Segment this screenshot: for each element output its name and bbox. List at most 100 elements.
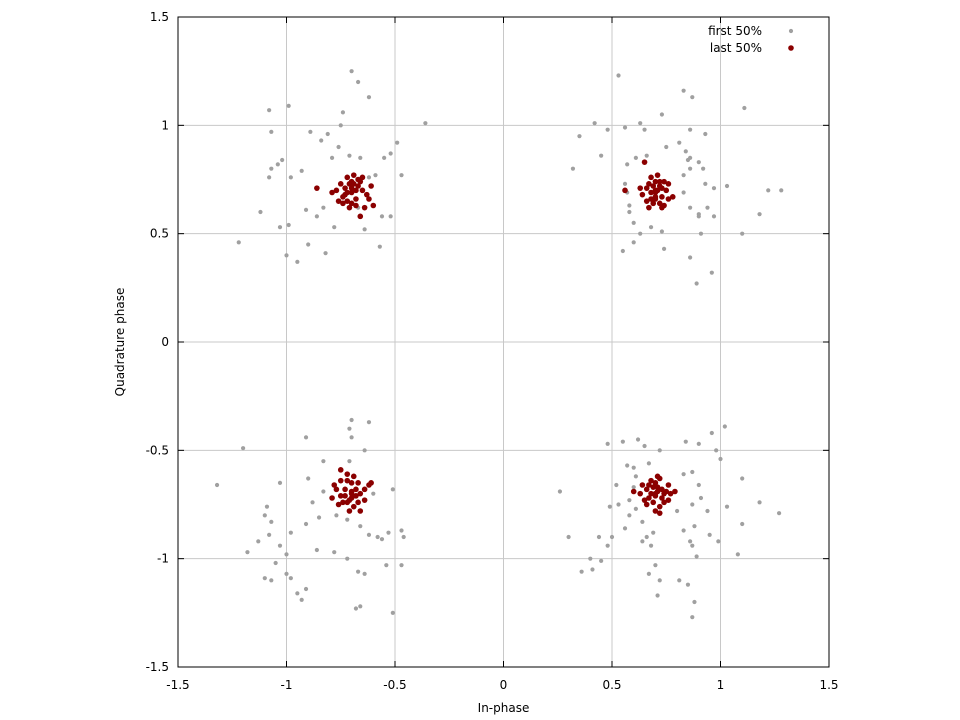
data-point-last (344, 174, 351, 181)
data-point-last (665, 196, 672, 202)
data-point-first (284, 253, 289, 258)
data-point-last (650, 499, 657, 506)
data-point-last (353, 486, 359, 493)
data-point-last (337, 493, 344, 499)
data-point-last (672, 488, 678, 495)
y-tick-label: -0.5 (146, 443, 169, 457)
data-point-first (332, 550, 337, 555)
data-point-first (362, 571, 367, 576)
data-point-last (659, 486, 665, 493)
data-point-first (651, 530, 656, 535)
data-point-first (566, 534, 571, 540)
data-point-first (776, 511, 782, 516)
data-point-first (609, 534, 615, 540)
data-point-first (718, 456, 723, 462)
data-point-first (694, 554, 699, 559)
data-point-first (366, 175, 372, 180)
y-tick-label: 0 (161, 335, 169, 349)
plot-frame (177, 16, 830, 668)
data-point-last (650, 183, 657, 189)
data-point-last (314, 185, 320, 191)
data-point-first (345, 517, 350, 522)
data-point-first (690, 469, 695, 475)
data-point-first (724, 504, 730, 509)
data-point-first (388, 151, 393, 156)
data-point-last (652, 194, 659, 200)
data-point-last (659, 204, 665, 211)
data-point-first (570, 166, 576, 171)
data-point-first (622, 526, 628, 531)
data-point-last (370, 202, 377, 209)
data-point-first (653, 563, 658, 568)
data-point-first (740, 521, 745, 527)
data-point-first (657, 578, 662, 583)
data-point-first (423, 121, 428, 126)
data-point-first (214, 482, 220, 488)
x-tick-label: -1.5 (166, 678, 189, 692)
data-point-last (353, 493, 359, 499)
x-tick-label: 0.5 (602, 678, 621, 692)
data-point-first (692, 599, 697, 605)
data-point-last (641, 159, 648, 165)
data-point-first (379, 537, 385, 542)
data-point-first (353, 606, 359, 611)
data-point-first (288, 576, 293, 581)
data-point-first (620, 248, 625, 254)
data-point-first (635, 437, 641, 442)
data-point-first (692, 524, 697, 529)
data-point-first (707, 532, 712, 537)
data-point-first (319, 138, 324, 143)
data-point-last (648, 477, 654, 484)
data-point-first (401, 534, 406, 540)
data-point-last (340, 499, 346, 506)
data-point-first (338, 123, 343, 128)
data-point-first (303, 521, 309, 527)
data-point-last (344, 477, 351, 484)
data-point-last (355, 183, 361, 189)
data-point-last (344, 198, 351, 204)
data-point-last (661, 499, 667, 506)
data-point-first (284, 571, 289, 576)
data-point-first (661, 246, 667, 251)
data-point-first (579, 569, 584, 574)
data-point-first (640, 519, 645, 524)
data-point-last (348, 200, 355, 207)
data-point-first (390, 487, 395, 492)
data-point-first (399, 563, 404, 568)
data-point-first (299, 168, 304, 173)
data-point-first (284, 552, 289, 557)
data-point-last (342, 486, 348, 493)
data-point-last (654, 473, 661, 480)
data-point-first (681, 528, 686, 533)
data-point-first (607, 504, 612, 509)
data-point-first (688, 539, 693, 544)
data-point-first (711, 214, 717, 219)
data-point-first (605, 543, 610, 548)
data-point-last (357, 508, 364, 514)
data-point-last (344, 471, 351, 477)
data-point-last (659, 495, 665, 501)
data-point-last (661, 178, 667, 185)
y-tick-label: -1.5 (146, 660, 169, 674)
data-point-first (366, 420, 372, 425)
legend-label-first: first 50% (708, 24, 762, 38)
data-point-last (648, 196, 654, 202)
data-point-first (683, 439, 688, 444)
data-point-first (757, 500, 762, 505)
data-point-first (705, 205, 710, 210)
data-point-last (667, 490, 674, 497)
data-point-first (642, 127, 647, 132)
data-point-first (735, 552, 740, 557)
legend-marker-first (788, 28, 794, 34)
data-point-last (652, 490, 659, 497)
legend-marker-last (788, 45, 794, 51)
data-point-first (677, 578, 682, 583)
series-first-points (214, 69, 784, 620)
data-point-last (639, 482, 646, 488)
data-point-first (709, 430, 714, 436)
data-point-last (346, 508, 353, 514)
data-point-first (627, 203, 632, 208)
data-point-first (688, 255, 693, 260)
data-point-last (669, 194, 676, 200)
data-point-first (577, 134, 582, 139)
